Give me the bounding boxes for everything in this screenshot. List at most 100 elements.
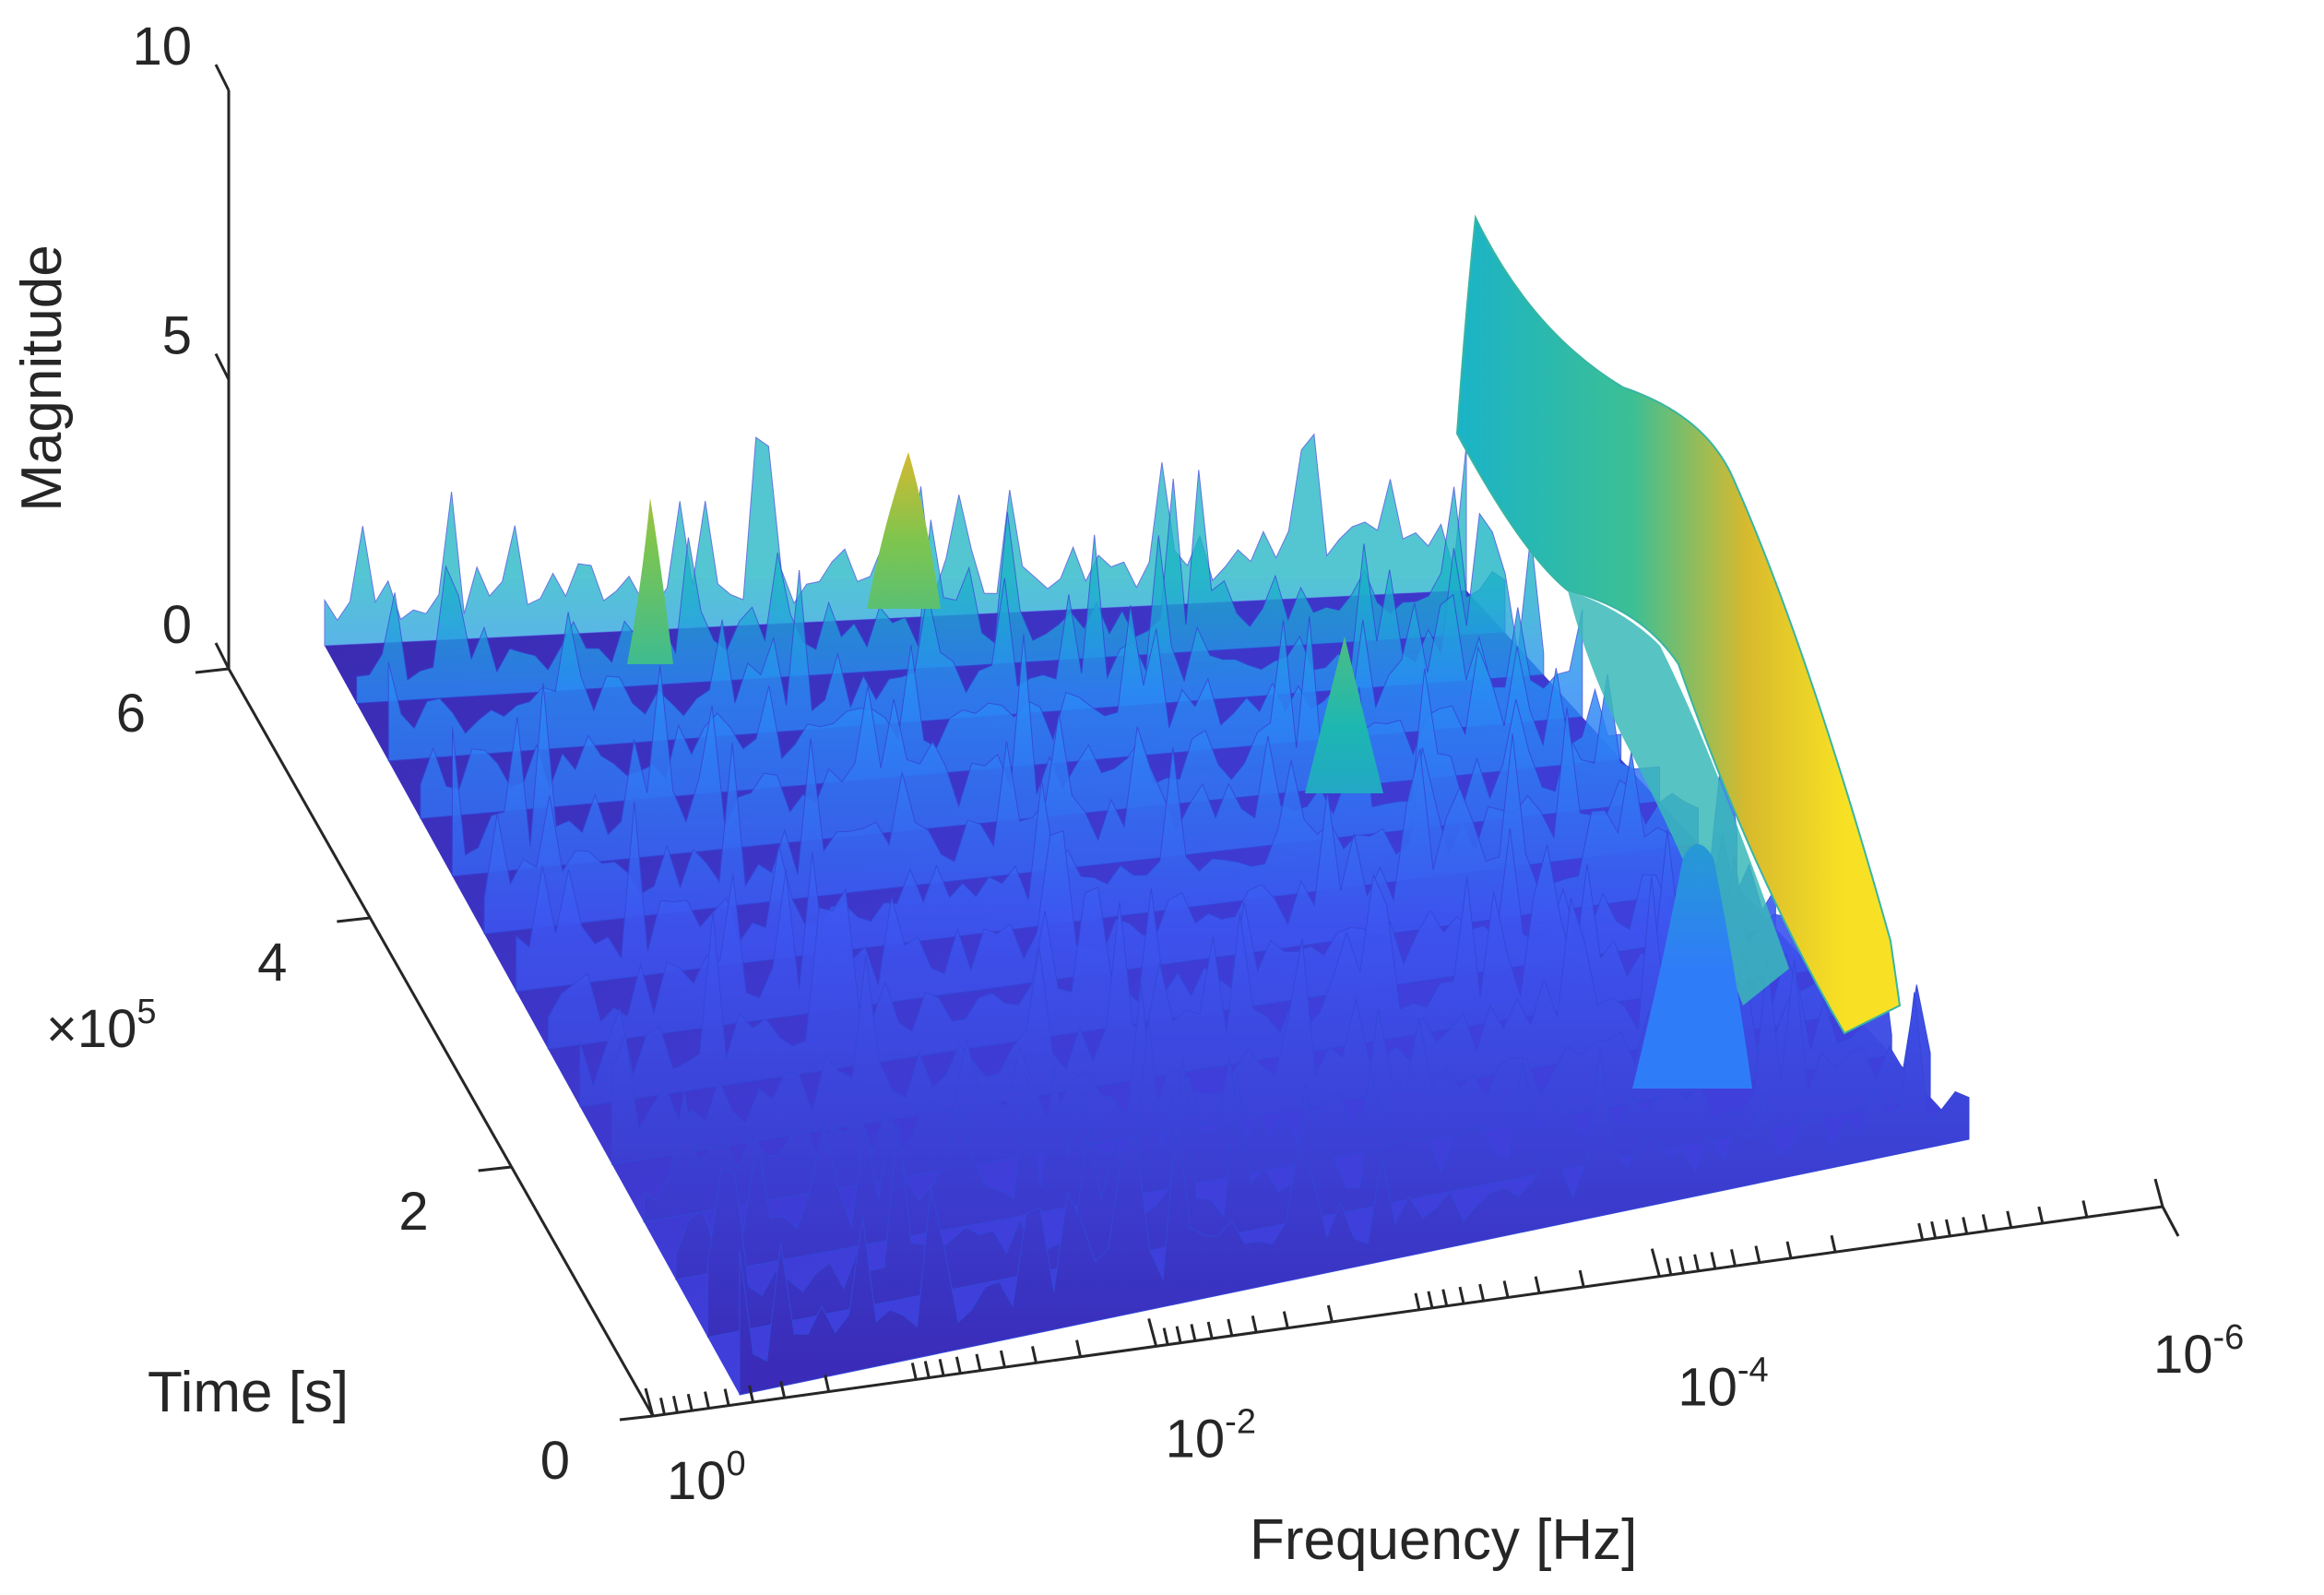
x-minor-tick	[671, 1396, 679, 1413]
low-frequency-ridge-front	[1568, 590, 1789, 1006]
x-minor-tick	[1754, 1245, 1761, 1263]
x-minor-tick	[975, 1353, 982, 1372]
x-minor-tick	[2037, 1206, 2045, 1224]
y-axis-multiplier-base: ×10	[46, 999, 136, 1059]
x-minor-tick	[1458, 1286, 1465, 1304]
x-minor-tick	[1666, 1257, 1673, 1276]
x-tick-mark	[2153, 1178, 2164, 1208]
y-tick-mark	[195, 667, 230, 674]
y-axis-multiplier-exponent: 5	[136, 993, 156, 1031]
z-tick-label: 5	[162, 306, 192, 366]
x-minor-tick	[1785, 1241, 1793, 1259]
x-tick-exponent: -6	[2213, 1318, 2245, 1357]
x-minor-tick	[1441, 1289, 1449, 1306]
x-minor-tick	[1326, 1304, 1334, 1323]
x-minor-tick	[1578, 1269, 1585, 1288]
x-tick-base: 10	[1166, 1409, 1226, 1469]
x-minor-tick	[1710, 1251, 1717, 1269]
x-axis-line	[652, 1205, 2164, 1418]
x-minor-tick	[1502, 1280, 1510, 1298]
surface-slice	[611, 827, 1815, 1165]
x-tick-mark	[644, 1387, 655, 1417]
z-tick-label: 10	[132, 17, 192, 77]
magnitude-surface	[324, 214, 1970, 1396]
y-tick-label: 2	[398, 1182, 428, 1242]
y-axis-line	[227, 668, 655, 1417]
x-minor-tick	[1678, 1256, 1686, 1274]
x-tick-label: 100	[667, 1445, 746, 1511]
x-minor-tick	[999, 1350, 1006, 1368]
x-axis-title: Frequency [Hz]	[1250, 1508, 1637, 1572]
isolated-peak	[1632, 844, 1752, 1089]
y-tick-mark	[478, 1165, 512, 1172]
y-tick-label: 6	[116, 684, 146, 744]
mid-band-peak	[1305, 637, 1383, 793]
x-tick-base: 10	[1678, 1358, 1737, 1418]
x-minor-tick	[1944, 1219, 1951, 1237]
y-axis-multiplier: ×105	[46, 993, 157, 1059]
x-tick-exponent: -2	[1225, 1402, 1256, 1441]
x-minor-tick	[686, 1393, 694, 1411]
x-minor-tick	[2081, 1200, 2089, 1218]
z-axis-title: Magnitude	[10, 244, 74, 512]
z-tick-label: 0	[162, 595, 192, 655]
x-tick-mark	[1147, 1317, 1158, 1347]
x-minor-tick	[723, 1388, 730, 1406]
x-tick-label: 10-2	[1166, 1402, 1256, 1469]
x-minor-tick	[2006, 1210, 2013, 1229]
x-minor-tick	[923, 1361, 931, 1378]
x-minor-tick	[748, 1385, 755, 1403]
x-minor-tick	[1162, 1327, 1169, 1345]
y-tick-mark	[337, 916, 371, 923]
x-axis-end	[2161, 1206, 2180, 1237]
x-minor-tick	[1031, 1346, 1038, 1363]
x-tick-exponent: -4	[1737, 1351, 1769, 1390]
x-minor-tick	[1830, 1234, 1837, 1253]
x-minor-tick	[1190, 1324, 1197, 1341]
x-minor-tick	[1917, 1222, 1925, 1241]
z-tick-mark	[214, 352, 231, 381]
x-tick-base: 10	[2153, 1325, 2213, 1385]
x-minor-tick	[1414, 1292, 1421, 1311]
x-minor-tick	[910, 1363, 918, 1380]
x-minor-tick	[659, 1397, 666, 1415]
x-tick-label: 10-6	[2153, 1318, 2244, 1385]
x-minor-tick	[938, 1358, 945, 1376]
x-minor-tick	[1206, 1321, 1214, 1339]
x-minor-tick	[1534, 1276, 1541, 1294]
x-minor-tick	[1478, 1283, 1486, 1302]
x-minor-tick	[1962, 1217, 1969, 1234]
z-tick-mark	[214, 64, 231, 91]
x-minor-tick	[1693, 1254, 1701, 1272]
surface-slice	[739, 992, 1970, 1396]
x-minor-tick	[1227, 1318, 1234, 1337]
x-tick-exponent: 0	[727, 1445, 746, 1483]
low-frequency-ridge	[1455, 214, 1902, 1035]
x-minor-tick	[824, 1375, 831, 1392]
surface-slice	[706, 958, 1931, 1339]
z-tick-mark	[214, 642, 231, 670]
x-tick-mark	[1650, 1248, 1661, 1278]
y-axis-title: Time [s]	[148, 1361, 349, 1424]
x-minor-tick	[1427, 1291, 1434, 1309]
x-minor-tick	[1175, 1326, 1182, 1343]
y-tick-label: 0	[540, 1431, 570, 1491]
x-tick-label: 10-4	[1678, 1351, 1768, 1418]
surface-slice	[451, 615, 1622, 877]
y-tick-mark	[619, 1414, 654, 1422]
x-minor-tick	[1282, 1311, 1289, 1328]
high-frequency-peak-1	[627, 498, 673, 664]
x-minor-tick	[1075, 1339, 1082, 1358]
x-minor-tick	[779, 1380, 787, 1399]
x-minor-tick	[954, 1356, 962, 1375]
surface-slice	[579, 827, 1776, 1108]
y-tick-label: 4	[257, 933, 287, 993]
high-frequency-peak-2	[867, 452, 941, 609]
x-minor-tick	[1730, 1248, 1737, 1267]
x-minor-tick	[1930, 1220, 1938, 1239]
x-minor-tick	[1251, 1315, 1258, 1333]
x-tick-base: 10	[667, 1451, 727, 1511]
x-minor-tick	[704, 1391, 710, 1409]
